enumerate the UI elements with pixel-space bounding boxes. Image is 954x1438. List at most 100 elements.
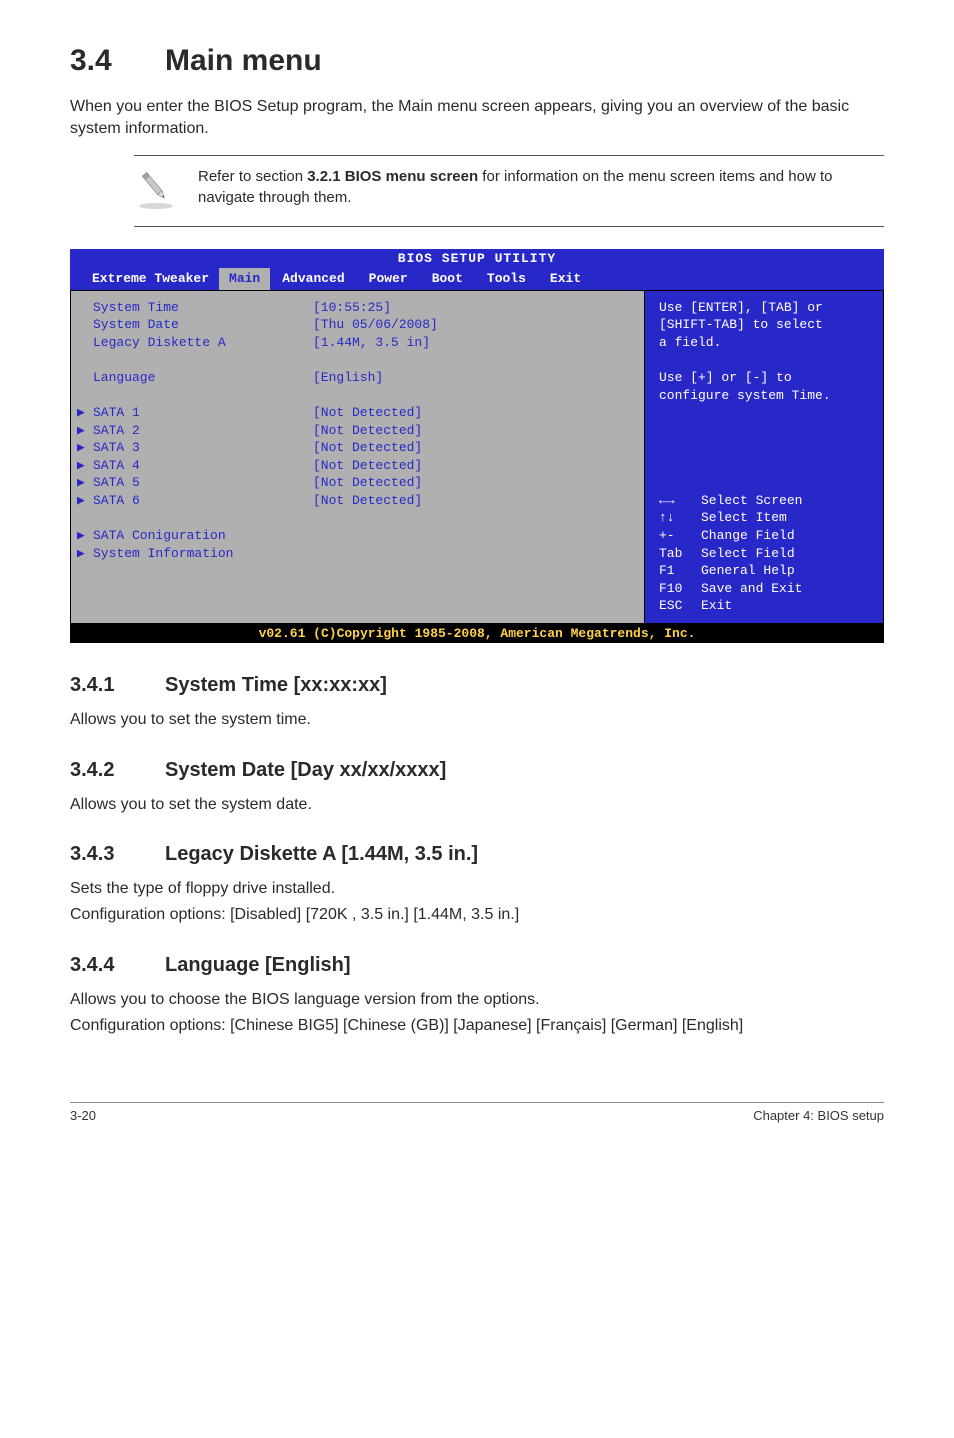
subsection-body: Allows you to choose the BIOS language v… bbox=[70, 989, 884, 1011]
bios-help-desc: General Help bbox=[701, 562, 795, 580]
bios-submenu-row[interactable]: ▶System Information bbox=[93, 545, 628, 563]
bios-tab-main[interactable]: Main bbox=[219, 268, 270, 290]
triangle-icon: ▶ bbox=[77, 457, 93, 475]
bios-tab-tools[interactable]: Tools bbox=[475, 268, 538, 290]
bios-help-key: F1 bbox=[659, 562, 701, 580]
bios-field-value: [1.44M, 3.5 in] bbox=[313, 334, 430, 352]
bios-help-desc: Select Item bbox=[701, 509, 787, 527]
note-block: Refer to section 3.2.1 BIOS menu screen … bbox=[134, 155, 884, 227]
bios-sata-label: SATA 4 bbox=[93, 458, 140, 473]
subsection-heading: 3.4.1System Time [xx:xx:xx] bbox=[70, 671, 884, 699]
bios-help-key: ←→ bbox=[659, 492, 701, 510]
triangle-icon: ▶ bbox=[77, 404, 93, 422]
bios-sata-label: SATA 6 bbox=[93, 493, 140, 508]
bios-help-key-row: ↑↓Select Item bbox=[659, 509, 871, 527]
bios-tab-power[interactable]: Power bbox=[357, 268, 420, 290]
bios-submenu-label: SATA Coniguration bbox=[93, 528, 226, 543]
subsection-title: System Date [Day xx/xx/xxxx] bbox=[165, 759, 446, 781]
bios-submenu-row[interactable]: ▶SATA Coniguration bbox=[93, 527, 628, 545]
bios-field-row[interactable]: System Date[Thu 05/06/2008] bbox=[93, 316, 628, 334]
bios-sata-row[interactable]: ▶SATA 2[Not Detected] bbox=[93, 422, 628, 440]
bios-field-label: System Time bbox=[93, 299, 313, 317]
bios-right-pane: Use [ENTER], [TAB] or [SHIFT-TAB] to sel… bbox=[645, 291, 883, 623]
bios-sata-row[interactable]: ▶SATA 4[Not Detected] bbox=[93, 457, 628, 475]
bios-menu-bar: Extreme Tweaker Main Advanced Power Boot… bbox=[70, 268, 884, 290]
bios-panel: System Time[10:55:25] System Date[Thu 05… bbox=[70, 290, 884, 624]
section-heading: 3.4Main menu bbox=[70, 40, 884, 82]
bios-field-label: System Date bbox=[93, 316, 313, 334]
bios-help-desc: Save and Exit bbox=[701, 580, 802, 598]
subsection-number: 3.4.3 bbox=[70, 840, 165, 868]
bios-help-desc: Exit bbox=[701, 597, 732, 615]
bios-sata-value: [Not Detected] bbox=[313, 404, 422, 422]
section-number: 3.4 bbox=[70, 40, 165, 82]
bios-sata-row[interactable]: ▶SATA 3[Not Detected] bbox=[93, 439, 628, 457]
bios-tab-exit[interactable]: Exit bbox=[538, 268, 593, 290]
bios-field-row[interactable]: Language[English] bbox=[93, 369, 628, 387]
subsection-number: 3.4.2 bbox=[70, 756, 165, 784]
subsection-body: Allows you to set the system date. bbox=[70, 794, 884, 816]
note-text-a: Refer to section bbox=[198, 168, 307, 185]
bios-field-value: [10:55:25] bbox=[313, 299, 391, 317]
bios-help-line: Use [ENTER], [TAB] or bbox=[659, 299, 871, 317]
bios-help-key: +- bbox=[659, 527, 701, 545]
bios-help-line: configure system Time. bbox=[659, 387, 871, 405]
subsection-body: Allows you to set the system time. bbox=[70, 709, 884, 731]
bios-left-pane: System Time[10:55:25] System Date[Thu 05… bbox=[71, 291, 645, 623]
bios-help-key-row: ←→Select Screen bbox=[659, 492, 871, 510]
subsection-title: System Time [xx:xx:xx] bbox=[165, 674, 387, 696]
bios-sata-row[interactable]: ▶SATA 5[Not Detected] bbox=[93, 474, 628, 492]
bios-help-line: a field. bbox=[659, 334, 871, 352]
bios-field-label: Legacy Diskette A bbox=[93, 334, 313, 352]
bios-help-desc: Change Field bbox=[701, 527, 795, 545]
triangle-icon: ▶ bbox=[77, 527, 93, 545]
chapter-label: Chapter 4: BIOS setup bbox=[753, 1107, 884, 1125]
triangle-icon: ▶ bbox=[77, 422, 93, 440]
bios-sata-row[interactable]: ▶SATA 6[Not Detected] bbox=[93, 492, 628, 510]
bios-footer-bar: v02.61 (C)Copyright 1985-2008, American … bbox=[70, 624, 884, 644]
subsection-number: 3.4.4 bbox=[70, 951, 165, 979]
subsection-body: Configuration options: [Chinese BIG5] [C… bbox=[70, 1015, 884, 1037]
bios-help-key-row: TabSelect Field bbox=[659, 545, 871, 563]
page-number: 3-20 bbox=[70, 1107, 96, 1125]
triangle-icon: ▶ bbox=[77, 545, 93, 563]
bios-help-key: Tab bbox=[659, 545, 701, 563]
subsection-title: Legacy Diskette A [1.44M, 3.5 in.] bbox=[165, 843, 478, 865]
bios-sata-value: [Not Detected] bbox=[313, 457, 422, 475]
bios-field-row[interactable]: Legacy Diskette A[1.44M, 3.5 in] bbox=[93, 334, 628, 352]
note-pencil-icon bbox=[134, 166, 178, 216]
bios-sata-label: SATA 5 bbox=[93, 475, 140, 490]
subsection-heading: 3.4.3Legacy Diskette A [1.44M, 3.5 in.] bbox=[70, 840, 884, 868]
bios-field-value: [English] bbox=[313, 369, 383, 387]
intro-paragraph: When you enter the BIOS Setup program, t… bbox=[70, 96, 884, 141]
bios-help-key: F10 bbox=[659, 580, 701, 598]
bios-sata-label: SATA 2 bbox=[93, 423, 140, 438]
bios-tab-extreme-tweaker[interactable]: Extreme Tweaker bbox=[70, 268, 219, 290]
bios-screenshot: BIOS SETUP UTILITY Extreme Tweaker Main … bbox=[70, 249, 884, 643]
triangle-icon: ▶ bbox=[77, 492, 93, 510]
bios-field-row[interactable]: System Time[10:55:25] bbox=[93, 299, 628, 317]
bios-help-key-row: ESCExit bbox=[659, 597, 871, 615]
note-text: Refer to section 3.2.1 BIOS menu screen … bbox=[198, 166, 884, 208]
subsection-heading: 3.4.2System Date [Day xx/xx/xxxx] bbox=[70, 756, 884, 784]
note-text-bold: 3.2.1 BIOS menu screen bbox=[307, 168, 478, 185]
bios-help-desc: Select Field bbox=[701, 545, 795, 563]
subsection-body: Sets the type of floppy drive installed. bbox=[70, 878, 884, 900]
bios-help-key-row: +-Change Field bbox=[659, 527, 871, 545]
bios-sata-label: SATA 3 bbox=[93, 440, 140, 455]
subsection-number: 3.4.1 bbox=[70, 671, 165, 699]
bios-help-line: Use [+] or [-] to bbox=[659, 369, 871, 387]
bios-submenu-label: System Information bbox=[93, 546, 233, 561]
triangle-icon: ▶ bbox=[77, 474, 93, 492]
bios-help-key: ↑↓ bbox=[659, 509, 701, 527]
bios-tab-advanced[interactable]: Advanced bbox=[270, 268, 356, 290]
bios-field-label: Language bbox=[93, 369, 313, 387]
bios-help-key: ESC bbox=[659, 597, 701, 615]
bios-tab-boot[interactable]: Boot bbox=[420, 268, 475, 290]
bios-help-key-row: F10Save and Exit bbox=[659, 580, 871, 598]
bios-help-key-row: F1General Help bbox=[659, 562, 871, 580]
bios-title-bar: BIOS SETUP UTILITY bbox=[70, 249, 884, 269]
bios-sata-row[interactable]: ▶SATA 1[Not Detected] bbox=[93, 404, 628, 422]
bios-help-desc: Select Screen bbox=[701, 492, 802, 510]
triangle-icon: ▶ bbox=[77, 439, 93, 457]
